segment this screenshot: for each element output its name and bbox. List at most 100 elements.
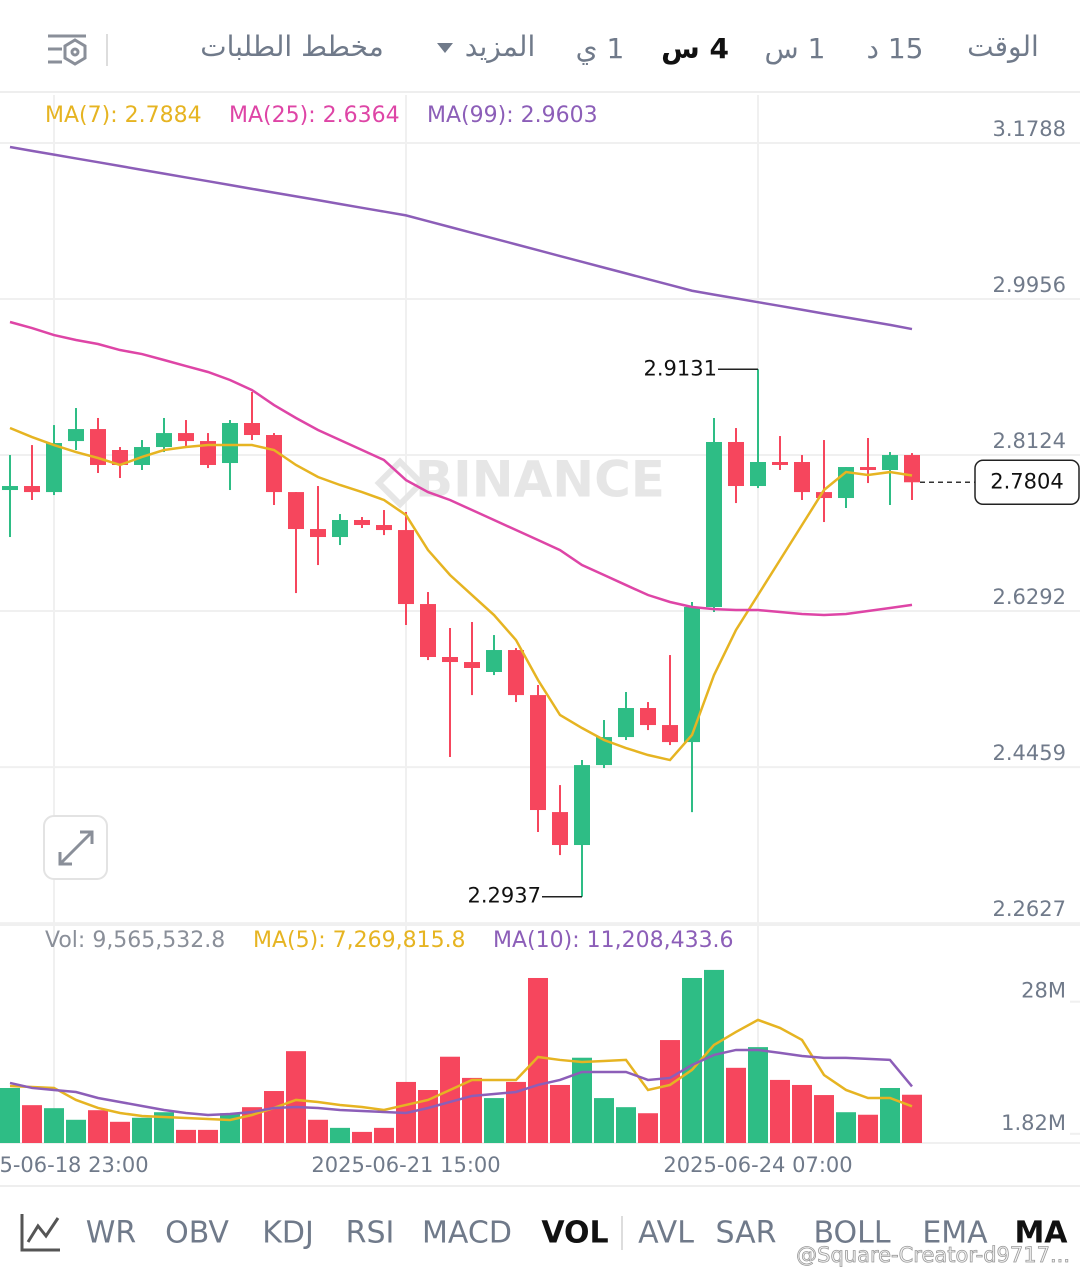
y-tick-label: 3.1788 — [993, 117, 1066, 141]
candle-body — [794, 462, 810, 493]
candle-body — [662, 725, 678, 743]
candle-body — [464, 662, 480, 668]
indicator-tab[interactable]: BOLL — [813, 1216, 890, 1251]
ma-line — [9, 320, 913, 617]
indicator-tab[interactable]: RSI — [346, 1216, 395, 1251]
volume-bar — [748, 1047, 768, 1143]
candle-body — [552, 812, 568, 846]
volume-bar — [330, 1127, 350, 1143]
ma-line — [9, 426, 913, 762]
depth-tab[interactable]: مخطط الطلبات — [200, 30, 383, 63]
volume-bar — [0, 1087, 20, 1143]
x-tick-label: 2025-06-24 07:00 — [663, 1153, 852, 1177]
indicator-tab[interactable]: SAR — [716, 1216, 777, 1251]
x-tick-label: 2025-06-21 15:00 — [311, 1153, 500, 1177]
volume-bar — [616, 1107, 636, 1143]
volume-bar — [66, 1119, 86, 1143]
volume-bar — [374, 1127, 394, 1143]
candle-body — [772, 462, 788, 465]
more-menu[interactable]: المزيد — [465, 30, 535, 63]
candle-body — [442, 657, 458, 663]
candle-body — [420, 604, 436, 658]
candle-body — [640, 708, 656, 726]
volume-bar — [726, 1067, 746, 1143]
legend-ma5: MA(5): 7,269,815.8 — [253, 928, 466, 953]
volume-bar — [462, 1077, 482, 1143]
timeframe[interactable]: الوقت — [967, 30, 1039, 63]
volume-bar — [44, 1108, 64, 1143]
candle-body — [24, 486, 40, 493]
indicator-tab[interactable]: AVL — [638, 1216, 694, 1251]
indicator-tab-active[interactable]: MA — [1014, 1216, 1068, 1251]
volume-bar — [660, 1040, 680, 1143]
dropdown-arrow — [437, 43, 453, 53]
volume-bar — [506, 1081, 526, 1143]
volume-bar — [418, 1090, 438, 1143]
candle-body — [222, 423, 238, 464]
timeframe[interactable]: 1 ي — [576, 32, 625, 65]
y-tick-label: 2.9956 — [993, 273, 1066, 297]
settings-icon[interactable] — [48, 34, 87, 66]
indicator-tab[interactable]: OBV — [165, 1216, 229, 1251]
legend-vol: Vol: 9,565,532.8 — [45, 928, 225, 953]
indicator-tab[interactable]: MACD — [422, 1216, 512, 1251]
volume-bar — [638, 1113, 658, 1143]
candle-body — [508, 650, 524, 696]
candle-body — [112, 450, 128, 465]
timeframe-active[interactable]: 4 س — [661, 32, 729, 65]
candle-body — [200, 441, 216, 465]
candle-body — [178, 433, 194, 442]
indicator-tab[interactable]: EMA — [922, 1216, 988, 1251]
volume-bar — [704, 969, 724, 1143]
volume-bar — [770, 1079, 790, 1143]
y-tick-label: 2.6292 — [993, 585, 1066, 609]
volume-bar — [528, 977, 548, 1143]
watermark: BINANCE — [415, 451, 665, 509]
candle-body — [376, 525, 392, 531]
timeframe[interactable]: 1 س — [765, 32, 826, 65]
candle-body — [904, 455, 920, 483]
plot: 3.1788 2.9956 2.8124 2.6292 2.4459 2.2627 2025… — [0, 117, 1080, 1177]
candle-body — [618, 708, 634, 738]
timeframe[interactable]: 15 د — [866, 32, 923, 65]
volume-bar — [858, 1114, 878, 1143]
candle-body — [860, 467, 876, 471]
volume-bar — [484, 1098, 504, 1143]
y-tick-label: 2.4459 — [993, 741, 1066, 765]
candle-body — [398, 530, 414, 605]
chart-style-icon[interactable] — [20, 1214, 60, 1252]
volume-bar — [836, 1112, 856, 1143]
last-price-box — [974, 459, 1080, 506]
volume-bar — [792, 1084, 812, 1143]
candle-body — [288, 492, 304, 530]
candle-body — [266, 435, 282, 493]
y-tick-label: 2.2627 — [993, 897, 1066, 921]
candle-body — [354, 519, 370, 526]
volume-bar — [352, 1131, 372, 1143]
volume-bar — [594, 1098, 614, 1143]
candle-body — [882, 455, 898, 471]
candle-body — [816, 492, 832, 499]
volume-bar — [132, 1117, 152, 1143]
ma-line — [9, 145, 913, 331]
candle-body — [332, 519, 348, 538]
indicator-tab[interactable]: KDJ — [262, 1216, 314, 1251]
last-price-label: 2.7804 — [990, 469, 1063, 493]
y-tick-label: 28M — [1021, 979, 1066, 1003]
volume-bar — [264, 1091, 284, 1143]
candle-body — [156, 433, 172, 448]
low-label: 2.2937 — [468, 884, 541, 908]
candle-body — [574, 765, 590, 846]
indicator-tab-active[interactable]: VOL — [541, 1216, 608, 1251]
volume-bar — [286, 1051, 306, 1143]
volume-bar — [22, 1105, 42, 1143]
credit-watermark: @Square-Creator-d9717... — [796, 1243, 1070, 1267]
volume-bar — [572, 1057, 592, 1143]
expand-button[interactable] — [43, 815, 108, 880]
x-tick-label: 2025-06-18 23:00 — [0, 1153, 149, 1177]
indicator-tab[interactable]: WR — [86, 1216, 137, 1251]
volume-bar — [682, 977, 702, 1143]
volume-bar — [550, 1084, 570, 1143]
volume-bar — [88, 1110, 108, 1143]
